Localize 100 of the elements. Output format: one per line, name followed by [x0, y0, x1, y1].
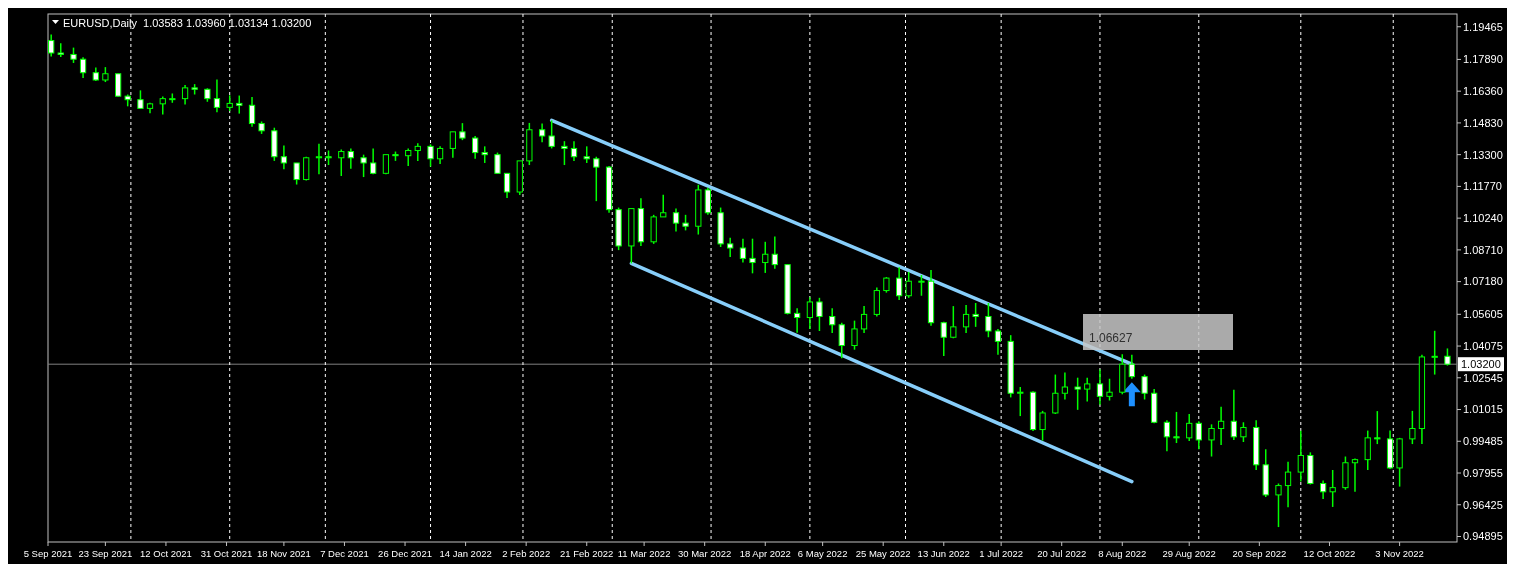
candlestick — [918, 274, 925, 297]
candlestick — [762, 241, 769, 274]
candlestick — [494, 151, 501, 175]
y-tick-label: 1.07180 — [1463, 275, 1503, 288]
candlestick — [1319, 479, 1327, 500]
candlestick — [503, 172, 511, 199]
candlestick — [672, 207, 680, 233]
x-tick-label: 11 Mar 2022 — [617, 548, 671, 559]
candlestick — [896, 266, 903, 301]
y-tick-label: 1.02545 — [1463, 371, 1503, 384]
candlestick — [1084, 376, 1091, 403]
candlestick — [1186, 413, 1193, 442]
candlestick — [962, 304, 970, 334]
candlestick — [1039, 410, 1046, 442]
candlestick — [181, 84, 189, 106]
candlestick — [972, 302, 979, 328]
y-tick-label: 0.97955 — [1463, 466, 1503, 479]
candlestick — [1217, 405, 1225, 446]
candlestick — [940, 320, 947, 357]
candlestick — [727, 236, 734, 258]
candlestick — [1297, 430, 1304, 483]
candlestick — [1374, 410, 1381, 445]
candlestick — [771, 235, 778, 270]
y-tick-label: 1.11770 — [1463, 180, 1502, 193]
candlestick — [472, 135, 479, 160]
candlestick — [449, 131, 456, 159]
candlestick — [985, 302, 992, 338]
candlestick — [905, 271, 912, 299]
x-tick-label: 12 Oct 2022 — [1303, 548, 1356, 559]
x-tick-label: 2 Feb 2022 — [502, 548, 551, 559]
candlestick — [860, 305, 868, 334]
candlestick — [829, 307, 836, 334]
candlestick — [293, 162, 300, 186]
x-tick-label: 13 Jun 2022 — [917, 548, 970, 559]
y-tick-label: 1.08710 — [1463, 243, 1503, 256]
x-tick-label: 7 Dec 2021 — [320, 548, 369, 559]
candlestick — [593, 155, 600, 202]
candlestick — [1052, 373, 1059, 415]
candlestick — [338, 148, 345, 177]
candlestick — [1409, 410, 1416, 445]
candlestick — [405, 147, 412, 167]
candlestick — [57, 42, 64, 58]
y-tick-label: 1.19465 — [1463, 20, 1503, 33]
candlestick — [838, 321, 845, 359]
x-tick-label: 30 Mar 2022 — [678, 548, 732, 559]
candlestick — [213, 78, 221, 113]
candlestick — [538, 122, 546, 143]
y-tick-label: 1.04075 — [1463, 339, 1503, 352]
candlestick — [1208, 423, 1215, 458]
x-tick-label: 14 Jan 2022 — [439, 548, 492, 559]
y-tick-label: 1.05605 — [1463, 308, 1503, 321]
candlestick — [414, 142, 421, 162]
candlestick — [1061, 371, 1069, 401]
candlestick — [749, 237, 756, 275]
candlestick — [1173, 411, 1180, 444]
x-tick-label: 18 Apr 2022 — [739, 548, 791, 559]
candlestick — [739, 237, 747, 264]
chart-title: EURUSD,Daily 1.03583 1.03960 1.03134 1.03200 — [63, 17, 312, 29]
candlestick — [548, 119, 555, 150]
x-tick-label: 21 Feb 2022 — [560, 548, 614, 559]
candlestick — [315, 143, 323, 176]
candlestick — [816, 297, 823, 332]
candlestick — [1017, 386, 1024, 417]
candlestick — [570, 140, 578, 162]
x-tick-label: 31 Oct 2021 — [200, 548, 253, 559]
candlestick — [1163, 419, 1171, 452]
candlestick — [115, 73, 122, 98]
x-tick-label: 25 May 2022 — [855, 548, 911, 559]
x-tick-label: 1 Jul 2022 — [979, 548, 1024, 559]
candlestick — [79, 56, 87, 79]
candlestick — [280, 144, 288, 170]
candlestick — [1284, 460, 1292, 509]
candlestick — [1195, 420, 1202, 451]
x-tick-label: 18 Nov 2021 — [256, 548, 311, 559]
candlestick — [660, 193, 667, 218]
candlestick — [347, 147, 354, 170]
candlestick — [1240, 421, 1247, 443]
x-tick-label: 12 Oct 2021 — [140, 548, 192, 559]
candlestick — [248, 96, 256, 128]
candlestick — [236, 94, 243, 115]
candlestick — [1074, 376, 1081, 411]
x-tick-label: 26 Dec 2021 — [378, 548, 432, 559]
candlestick — [794, 307, 801, 334]
candlestick — [370, 147, 377, 176]
y-tick-label: 1.10240 — [1463, 212, 1503, 224]
candlestick — [1141, 373, 1148, 401]
x-tick-label: 23 Sep 2021 — [78, 548, 133, 559]
candlestick — [1128, 354, 1135, 380]
candlestick — [1106, 377, 1113, 402]
candlestick — [1364, 429, 1371, 471]
x-tick-label: 6 May 2022 — [797, 548, 848, 559]
y-tick-label: 0.94895 — [1463, 530, 1503, 543]
y-tick-label: 0.99485 — [1463, 435, 1503, 448]
candlestick — [1351, 457, 1359, 493]
ref-line-label: 1.03200 — [1461, 358, 1501, 371]
y-tick-label: 1.16360 — [1463, 85, 1503, 98]
candlestick — [851, 319, 858, 351]
candlestick — [561, 140, 568, 166]
candlestick — [1431, 330, 1438, 376]
x-tick-label: 8 Aug 2022 — [1098, 548, 1147, 559]
